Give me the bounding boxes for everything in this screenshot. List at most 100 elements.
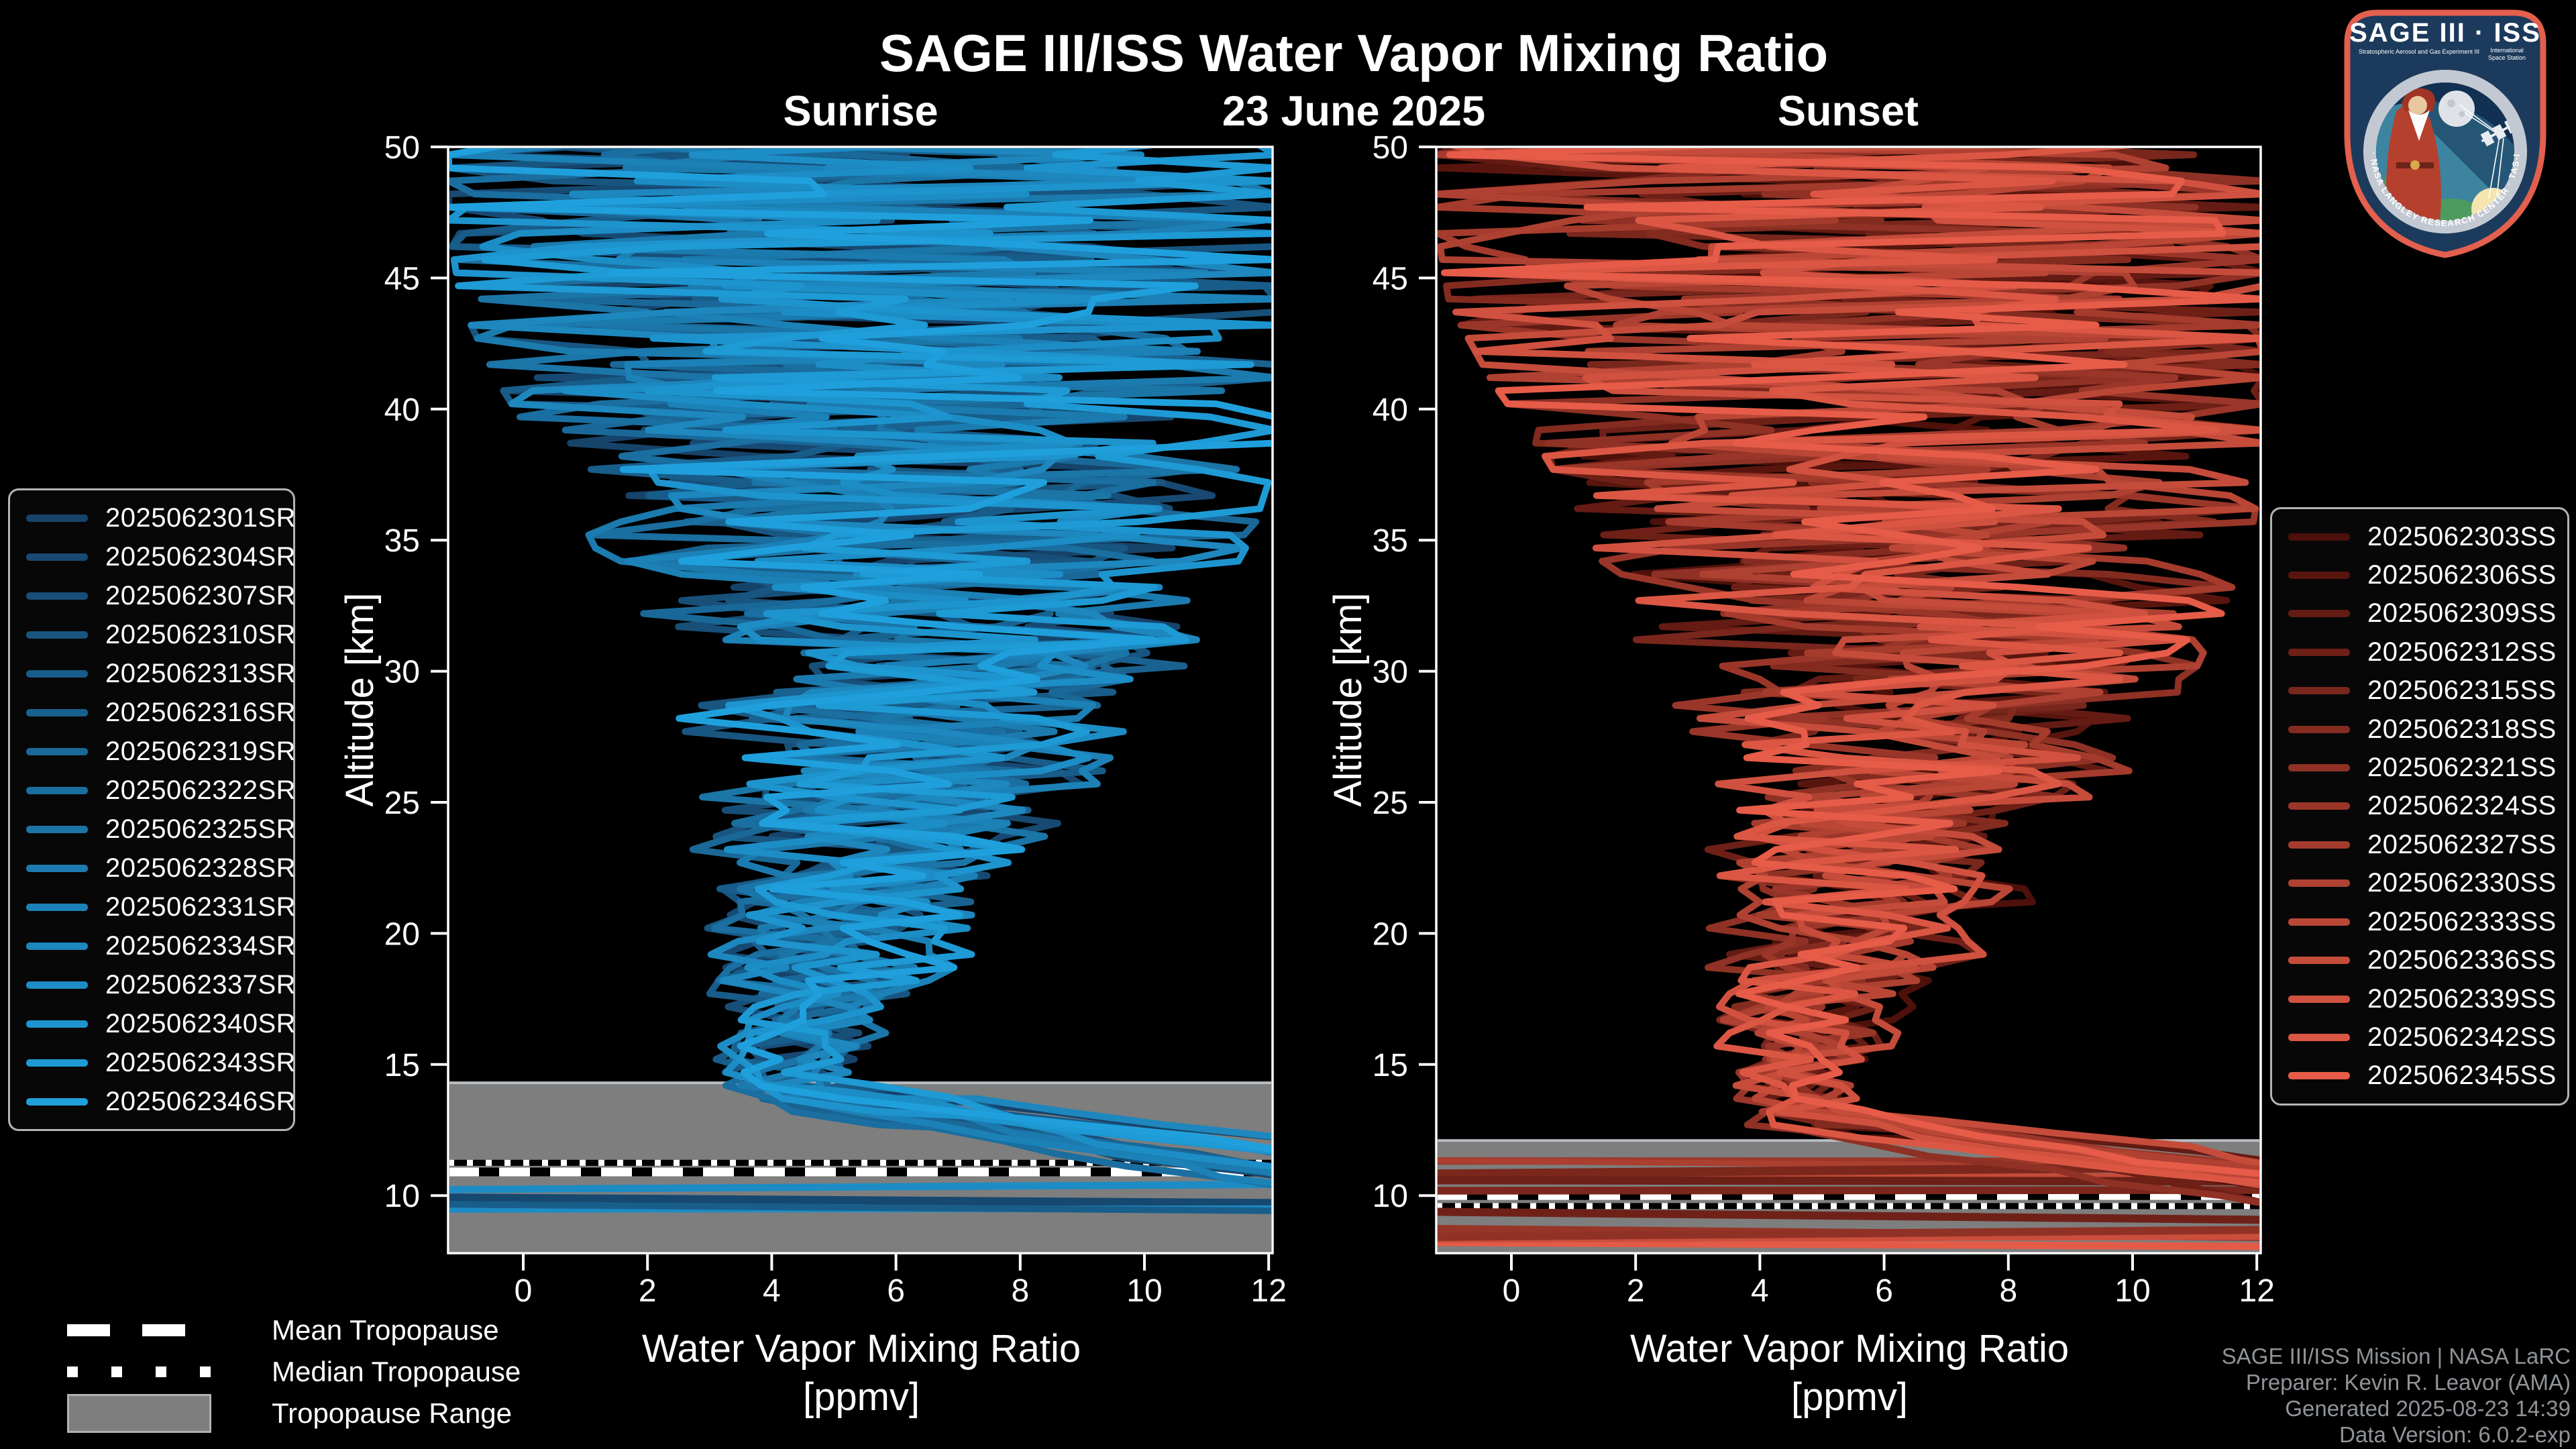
attribution-version: Data Version: 6.0.2-exp [2339, 1422, 2571, 1447]
legend-item-label: 2025062318SS [2367, 714, 2557, 744]
sunrise-legend: 2025062301SR 2025062304SR 2025062307SR 2025… [8, 488, 297, 1131]
y-tick-label: 25 [384, 786, 420, 821]
legend-item-label: 2025062331SR [105, 892, 297, 922]
legend-swatch [26, 669, 88, 678]
profile-line-sunset-2025062345SS [1441, 148, 2259, 1177]
legend-item-label: 2025062337SR [105, 969, 297, 1000]
y-tick-label: 20 [1373, 916, 1408, 952]
legend-item-label: 2025062313SR [105, 658, 297, 688]
legend-swatch [26, 553, 88, 561]
dashed-line-swatch [67, 1324, 211, 1336]
logo-title: SAGE III · ISS [2349, 18, 2541, 48]
logo-subtitle-right-1: International [2490, 47, 2524, 54]
x-tick-label: 4 [763, 1273, 781, 1309]
y-tick-label: 40 [384, 392, 420, 428]
low-altitude-streak [1438, 1186, 2259, 1195]
x-tick-label: 8 [1011, 1273, 1029, 1309]
sunset-panel: 0 2 4 6 8 10 12 10 15 20 25 30 35 40 45 50 Water Vapor M… [1326, 130, 2275, 1419]
x-tick-label: 6 [887, 1273, 905, 1309]
profile-line-sunrise-2025062346SR [449, 148, 1271, 1152]
legend-item-label: 2025062303SS [2367, 521, 2557, 551]
legend-item: 2025062324SS [2288, 791, 2561, 820]
legend-item-label: 2025062336SS [2367, 945, 2557, 975]
legend-item: 2025062310SR [26, 620, 296, 649]
legend-item-label: 2025062327SS [2367, 829, 2557, 859]
attribution-mission: SAGE III/ISS Mission | NASA LaRC [2221, 1344, 2571, 1368]
legend-swatch [26, 864, 88, 872]
low-altitude-streak [1438, 1226, 2259, 1241]
legend-item-label: 2025062306SS [2367, 559, 2557, 590]
mean-tropopause-label: Mean Tropopause [272, 1314, 499, 1346]
logo-subtitle-left: Stratospheric Aerosol and Gas Experiment… [2359, 48, 2479, 55]
dotted-line-swatch [67, 1366, 211, 1377]
legend-swatch [26, 981, 88, 989]
legend-item-label: 2025062346SR [105, 1086, 297, 1116]
logo-wizard-face [2408, 96, 2427, 115]
x-tick-label: 4 [1751, 1273, 1769, 1309]
y-tick-label: 45 [1373, 261, 1408, 297]
legend-item: 2025062309SS [2288, 598, 2561, 629]
legend-item-label: 2025062309SS [2367, 598, 2557, 629]
y-axis-label: Altitude [km] [1326, 592, 1370, 806]
legend-swatch [2288, 648, 2350, 656]
y-tick-label: 50 [384, 130, 420, 166]
legend-swatch [2288, 533, 2350, 541]
legend-item-label: 2025062343SR [105, 1047, 297, 1077]
y-tick-label: 10 [1373, 1179, 1408, 1214]
legend-swatch [26, 825, 88, 833]
legend-item: 2025062307SR [26, 581, 296, 610]
sunrise-panel-title: Sunrise [783, 88, 938, 135]
y-tick-label: 40 [1373, 392, 1408, 428]
legend-item: 2025062315SS [2288, 676, 2561, 706]
legend-item-label: 2025062304SR [105, 541, 297, 572]
legend-item: 2025062303SS [2288, 521, 2561, 551]
legend-item-label: 2025062315SS [2367, 676, 2557, 706]
legend-item: 2025062342SS [2288, 1022, 2561, 1052]
legend-swatch [26, 514, 88, 522]
y-axis-label: Altitude [km] [338, 592, 382, 806]
legend-swatch [26, 1059, 88, 1067]
legend-swatch [2288, 879, 2350, 888]
legend-item-label: 2025062345SS [2367, 1061, 2557, 1091]
x-tick-label: 10 [2114, 1273, 2150, 1309]
logo-sightlines [2459, 104, 2504, 199]
y-tick-label: 35 [384, 523, 420, 559]
y-tick-label: 45 [384, 261, 420, 297]
profile-line-sunset-2025062336SS [1464, 148, 2259, 1167]
legend-item: 2025062340SR [26, 1009, 296, 1038]
gray-band-swatch [67, 1394, 211, 1433]
low-altitude-streak [1438, 1238, 2259, 1250]
legend-item: 2025062334SR [26, 931, 296, 961]
legend-swatch [2288, 841, 2350, 849]
legend-swatch [2288, 802, 2350, 810]
legend-item-label: 2025062330SS [2367, 868, 2557, 898]
legend-item-label: 2025062319SR [105, 736, 297, 766]
profile-line-sunrise-2025062343SR [455, 148, 1271, 1153]
legend-swatch [2288, 918, 2350, 926]
low-altitude-streak [1438, 1208, 2259, 1224]
x-axis-label-line1: Water Vapor Mixing Ratio [642, 1327, 1081, 1371]
legend-swatch [26, 592, 88, 600]
profile-line-sunrise-2025062307SR [449, 148, 1271, 1171]
profile-line-sunrise-2025062328SR [474, 148, 1271, 1177]
x-axis-label-line1: Water Vapor Mixing Ratio [1630, 1327, 2069, 1371]
tropopause-range-legend-row: Tropopause Range [67, 1393, 521, 1434]
legend-item: 2025062301SR [26, 503, 296, 533]
legend-item: 2025062316SR [26, 698, 296, 727]
logo-wizard-buckle [2410, 160, 2420, 170]
logo-moon-crater [2447, 99, 2455, 107]
legend-swatch [2288, 1072, 2350, 1080]
legend-item-label: 2025062321SS [2367, 753, 2557, 783]
legend-swatch [2288, 571, 2350, 579]
page-title: SAGE III/ISS Water Vapor Mixing Ratio [879, 23, 1829, 83]
plot-border [447, 146, 1274, 1254]
attribution-block: SAGE III/ISS Mission | NASA LaRC Prepare… [2222, 1343, 2571, 1448]
legend-item-label: 2025062307SR [105, 580, 297, 610]
x-tick-label: 6 [1875, 1273, 1893, 1309]
y-tick-label: 15 [1373, 1048, 1408, 1083]
logo-subtitle-right-2: Space Station [2488, 54, 2526, 61]
legend-swatch [26, 631, 88, 639]
legend-swatch [2288, 1033, 2350, 1041]
y-tick-label: 20 [384, 916, 420, 952]
